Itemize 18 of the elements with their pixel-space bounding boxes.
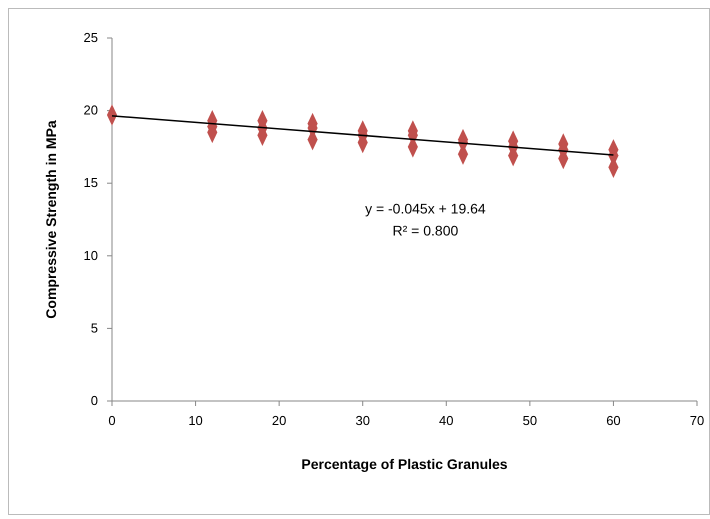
x-tick-label: 20 [272,413,286,428]
y-tick-label: 5 [90,320,98,336]
x-tick-label: 0 [108,413,116,428]
x-tick-label: 30 [355,413,370,428]
x-tick-label: 50 [522,413,538,428]
annotation: R² = 0.800 [392,222,458,239]
x-tick-label: 60 [606,413,621,428]
y-tick-label: 25 [84,30,98,45]
annotation: y = -0.045x + 19.64 [365,200,486,217]
x-tick-label: 10 [188,413,203,428]
y-axis-title: Compressive Strength in MPa [43,120,59,319]
x-axis-title: Percentage of Plastic Granules [301,456,508,472]
y-tick-label: 10 [84,248,98,263]
y-tick-label: 15 [84,175,98,190]
x-tick-label: 70 [690,413,704,428]
x-tick-label: 40 [439,413,454,428]
y-tick-label: 20 [84,102,98,118]
y-tick-label: 0 [90,393,98,408]
